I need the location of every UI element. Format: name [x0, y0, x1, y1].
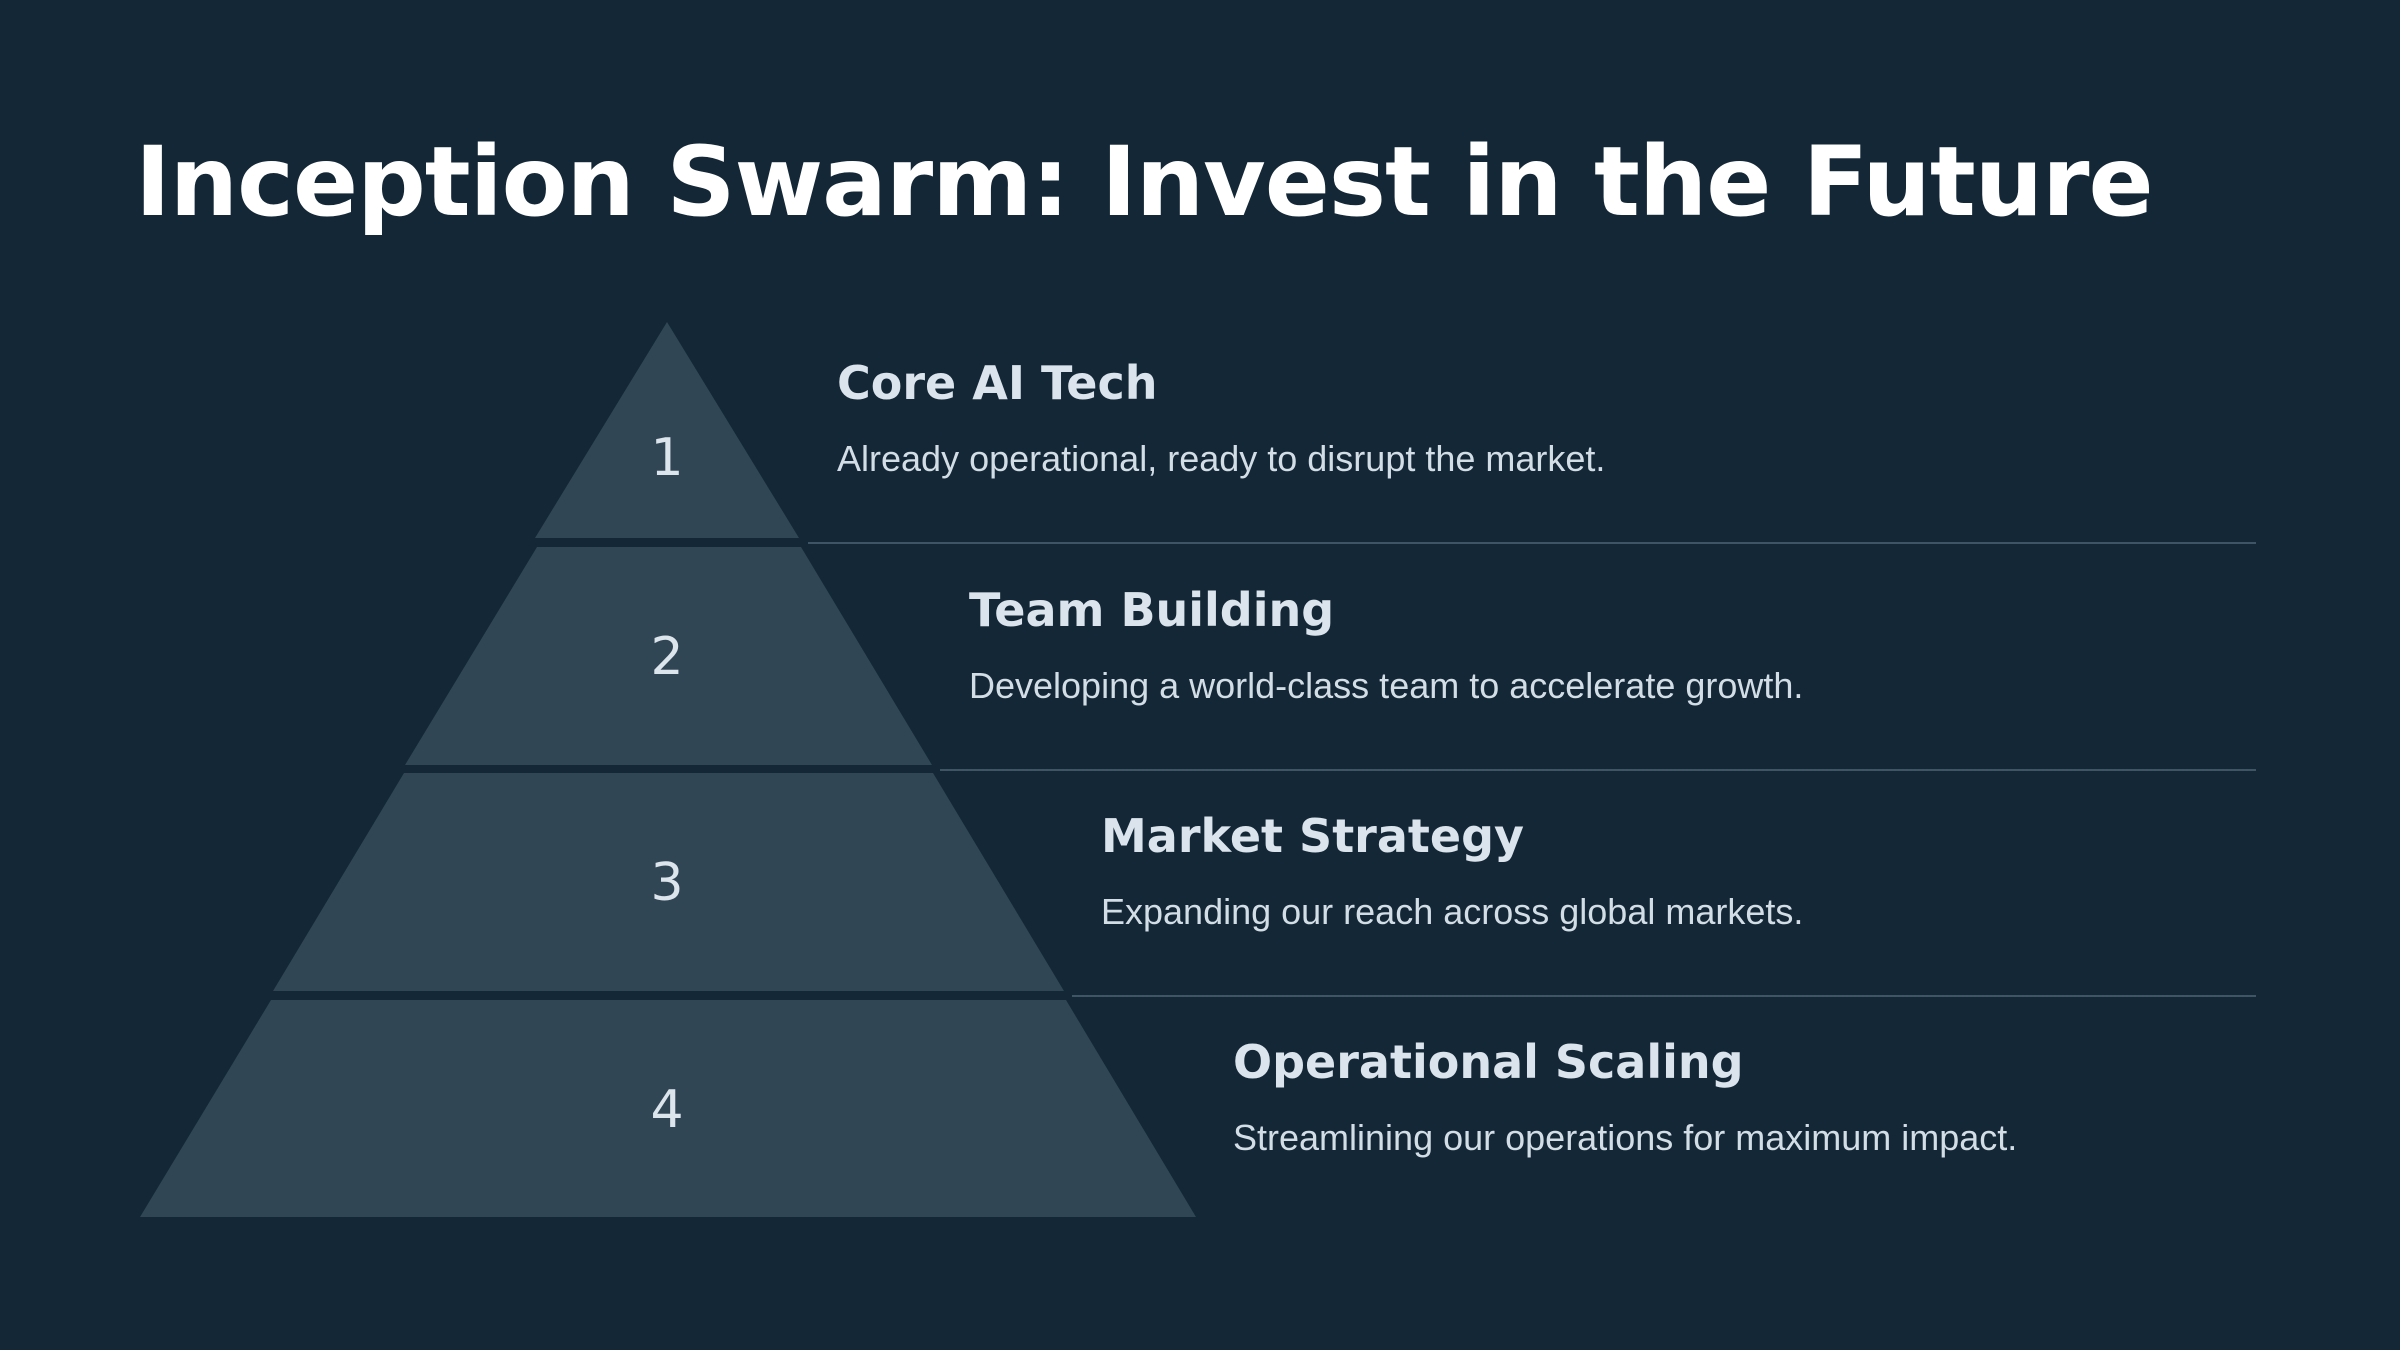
tier-number-3: 3 — [650, 853, 683, 913]
step-description: Already operational, ready to disrupt th… — [837, 438, 1606, 480]
step-description: Developing a world-class team to acceler… — [969, 665, 1804, 707]
step-description: Streamlining our operations for maximum … — [1233, 1117, 2018, 1159]
step-heading: Core AI Tech — [837, 356, 1158, 410]
step-heading: Team Building — [969, 583, 1335, 637]
step-4: Operational Scaling Streamlining our ope… — [1233, 1035, 2017, 1159]
tier-number-2: 2 — [650, 627, 683, 687]
step-description: Expanding our reach across global market… — [1101, 891, 1804, 933]
pyramid-tier-1 — [535, 322, 799, 538]
divider-2 — [940, 769, 2256, 771]
pyramid-tier-4 — [140, 1000, 1196, 1217]
step-3: Market Strategy Expanding our reach acro… — [1101, 809, 1803, 933]
step-heading: Operational Scaling — [1233, 1035, 1744, 1089]
pyramid-tier-2 — [405, 547, 932, 765]
divider-1 — [808, 542, 2256, 544]
tier-number-4: 4 — [650, 1080, 683, 1140]
pyramid-tier-3 — [273, 773, 1064, 991]
step-1: Core AI Tech Already operational, ready … — [837, 356, 1605, 480]
step-heading: Market Strategy — [1101, 809, 1525, 863]
step-2: Team Building Developing a world-class t… — [969, 583, 1803, 707]
slide-title: Inception Swarm: Invest in the Future — [135, 126, 2154, 238]
tier-number-1: 1 — [650, 428, 683, 488]
divider-3 — [1072, 995, 2256, 997]
